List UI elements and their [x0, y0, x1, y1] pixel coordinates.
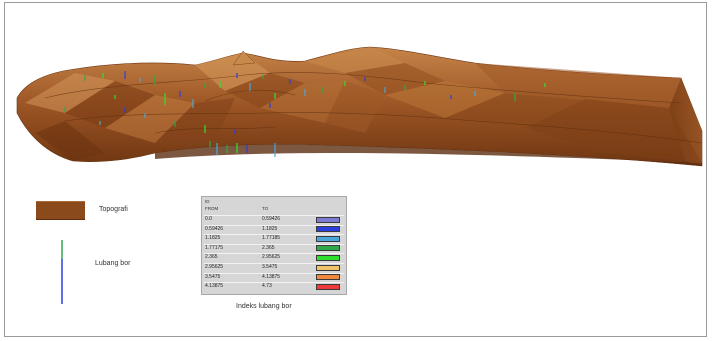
topography-swatch — [36, 201, 85, 220]
viewport-frame: Topografi Lubang bor ID FROM TO 0.0 0.594… — [4, 2, 707, 337]
borehole-markers — [64, 71, 546, 157]
index-table: ID FROM TO 0.0 0.59426 0.59426 1.1825 1.1825… — [201, 196, 347, 295]
table-cell-to: 3.5475 — [262, 264, 278, 270]
table-color-swatch — [316, 283, 340, 290]
table-color-swatch — [316, 235, 340, 242]
table-cell-from: 1.77175 — [205, 244, 224, 251]
table-row-divider — [204, 263, 344, 264]
table-row-divider — [204, 253, 344, 255]
table-cell-from: 4.13875 — [205, 283, 224, 290]
table-color-swatch — [316, 216, 340, 223]
table-color-swatch — [316, 245, 340, 252]
table-row-divider — [204, 224, 344, 226]
table-row-divider — [204, 234, 344, 236]
table-cell-from: 2.365 — [205, 254, 218, 261]
terrain-3d-view[interactable] — [5, 3, 708, 338]
table-cell-to: 4.13875 — [262, 273, 281, 280]
terrain-side-face — [669, 78, 702, 166]
table-cell-to: 1.77185 — [262, 235, 281, 242]
table-cell-to: 4.73 — [262, 283, 272, 290]
table-color-swatch — [316, 264, 340, 271]
table-cell-to: 2.365 — [262, 244, 275, 251]
table-color-swatch — [316, 254, 340, 261]
table-color-swatch — [316, 226, 340, 233]
table-cell-to: 0.59426 — [262, 216, 281, 222]
borehole-legend-label: Lubang bor — [95, 260, 131, 267]
table-header-to: TO — [262, 206, 269, 211]
terrain-front-face — [155, 144, 702, 166]
table-cell-to: 2.95625 — [262, 254, 281, 261]
table-cell-from: 1.1825 — [205, 235, 221, 242]
table-cell-from: 0.59426 — [205, 225, 224, 232]
table-cell-to: 1.1825 — [262, 225, 278, 232]
table-row-divider — [204, 215, 344, 216]
table-row-divider — [204, 243, 344, 245]
table-row-divider — [204, 282, 344, 284]
table-cell-from: 0.0 — [205, 216, 212, 222]
terrain-ridges — [44, 72, 703, 144]
table-header-id: ID — [205, 199, 210, 204]
table-row-divider — [204, 272, 344, 274]
table-cell-from: 3.5475 — [205, 273, 221, 280]
borehole-legend-icon — [61, 240, 63, 304]
topography-legend-label: Topografi — [99, 206, 128, 213]
table-color-swatch — [316, 274, 340, 281]
terrain-peak — [232, 50, 256, 66]
table-header-from: FROM — [205, 206, 219, 211]
table-cell-from: 2.95625 — [205, 264, 224, 270]
index-table-caption: Indeks lubang bor — [236, 303, 292, 310]
